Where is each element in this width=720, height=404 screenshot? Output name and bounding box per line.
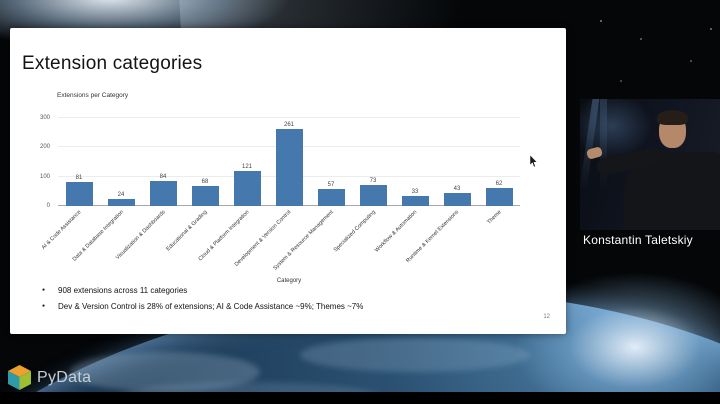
pydata-logo: PyData: [8, 365, 91, 390]
y-tick-label: 0: [46, 203, 50, 209]
light-streak: [600, 99, 607, 190]
bar: [65, 182, 93, 206]
bar: [233, 170, 261, 206]
bar-plot: 81 AI & Code Assistance 24 Data & Database …: [41, 118, 520, 272]
bar-value-label: 57: [327, 182, 335, 189]
bar-value-label: 261: [283, 122, 294, 129]
bar-group: 121 Cloud & Platform Integration: [197, 118, 268, 262]
slide-title: Extension categories: [22, 53, 203, 74]
x-tick-label: Runtime & Kernel Extensions: [405, 209, 461, 265]
earth-cloud: [70, 352, 260, 392]
pydata-cube-icon: [8, 365, 31, 390]
presentation-slide: Extension categories Extensions per Cate…: [10, 28, 566, 334]
x-tick-label: AI & Code Assistance: [40, 209, 83, 251]
speaker-webcam: [580, 99, 720, 230]
stars: [600, 20, 602, 22]
bar-value-label: 43: [453, 186, 461, 193]
bar-group: 68 Educational & Grading: [165, 118, 226, 252]
bar-value-label: 24: [117, 191, 125, 198]
x-tick-label: Visualization & Dashboards: [114, 209, 167, 262]
x-tick-label: Specialized Computing: [332, 209, 377, 254]
bar-value-label: 68: [201, 179, 209, 186]
bar-value-label: 84: [159, 174, 167, 181]
bar-group: 33 Workflow & Automation: [374, 118, 436, 254]
bar: [443, 193, 471, 206]
earth-cloud: [300, 338, 530, 372]
bar-group: 43 Runtime & Kernel Extensions: [406, 118, 478, 264]
x-tick-label: Workflow & Automation: [374, 209, 419, 254]
bar-value-label: 33: [411, 189, 419, 196]
bullet-item: Dev & Version Control is 28% of extensio…: [38, 302, 546, 312]
bar-value-label: 73: [369, 177, 377, 184]
bar: [401, 196, 429, 206]
bar: [359, 184, 387, 206]
bar: [317, 189, 345, 206]
bar-value-label: 62: [495, 180, 503, 187]
slide-page-number: 12: [543, 314, 550, 320]
chart-title: Extensions per Category: [57, 92, 129, 99]
bar-group: 73 Specialized Computing: [333, 118, 394, 253]
mouse-cursor-icon: [529, 155, 538, 168]
bar-chart: 81 AI & Code Assistance 24 Data & Database …: [41, 117, 520, 272]
bullet-list: 908 extensions across 11 categories Dev …: [38, 286, 546, 319]
bullet-item: 908 extensions across 11 categories: [38, 286, 546, 296]
x-axis-label: Category: [276, 278, 302, 284]
bar-group: 62 Theme: [478, 118, 520, 226]
y-tick-label: 200: [39, 144, 50, 151]
gridline: [58, 117, 520, 118]
bar-group: 261 Development & Version Control: [234, 118, 310, 268]
y-axis: 0 100 200 300: [30, 115, 54, 209]
bar-group: 84 Visualization & Dashboards: [115, 118, 184, 261]
bar: [275, 129, 303, 206]
bar: [191, 186, 219, 206]
bar-value-label: 121: [241, 163, 252, 170]
x-tick-label: Educational & Grading: [165, 209, 209, 253]
bar: [149, 181, 177, 206]
x-tick-label: Theme: [486, 209, 503, 226]
speaker-hair: [657, 110, 688, 125]
bar-group: 81 AI & Code Assistance: [41, 118, 100, 251]
pydata-wordmark: PyData: [37, 368, 92, 386]
bar-value-label: 81: [75, 175, 83, 182]
y-tick-label: 100: [39, 173, 50, 180]
bar: [107, 198, 135, 206]
letterbox-bar: [0, 392, 720, 404]
bar-group: 57 System & Resource Management: [272, 118, 352, 272]
bar: [485, 187, 513, 206]
y-tick-label: 300: [39, 115, 50, 121]
speaker-name-caption: Konstantin Taletskiy: [583, 233, 693, 247]
bar-group: 24 Data & Database Integration: [71, 118, 142, 263]
